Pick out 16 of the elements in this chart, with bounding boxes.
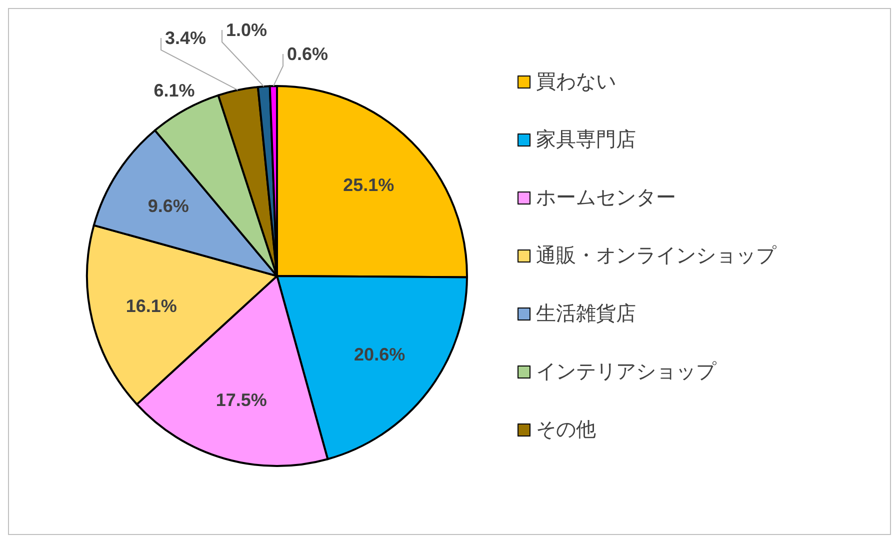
data-label: 16.1% — [126, 296, 177, 316]
data-label: 17.5% — [216, 390, 267, 410]
data-label: 3.4% — [165, 28, 206, 48]
legend-label: 通販・オンラインショップ — [536, 245, 777, 267]
legend-label: インテリアショップ — [536, 361, 717, 383]
data-label: 1.0% — [226, 20, 268, 40]
data-label: 9.6% — [148, 196, 189, 216]
legend-label: 家具専門店 — [536, 129, 636, 151]
legend-label: 買わない — [536, 71, 616, 93]
legend-label: その他 — [536, 419, 596, 441]
data-label: 0.6% — [287, 44, 328, 64]
data-label: 6.1% — [154, 80, 195, 101]
data-label: 20.6% — [354, 344, 406, 365]
data-label: 25.1% — [343, 174, 394, 195]
legend-label: ホームセンター — [536, 187, 676, 209]
legend-label: 生活雑貨店 — [536, 303, 636, 325]
